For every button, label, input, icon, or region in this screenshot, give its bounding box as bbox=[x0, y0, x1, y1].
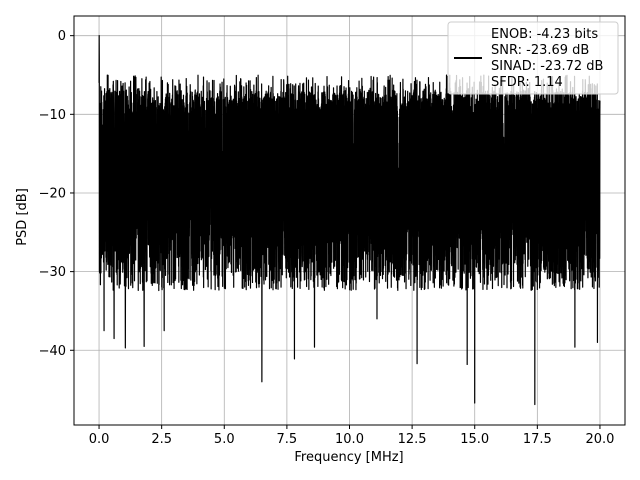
x-axis-label: Frequency [MHz] bbox=[294, 450, 403, 465]
y-tick-label: 0 bbox=[58, 29, 66, 44]
x-tick-label: 0.0 bbox=[89, 432, 110, 447]
y-axis-ticks: 0 −10 −20 −30 −40 bbox=[39, 29, 74, 359]
legend-box bbox=[447, 21, 619, 95]
legend-entry-enob: ENOB: -4.23 bits bbox=[491, 27, 598, 42]
x-tick-label: 7.5 bbox=[277, 432, 298, 447]
psd-line-path bbox=[98, 35, 601, 406]
y-axis-label: PSD [dB] bbox=[15, 188, 30, 246]
x-tick-label: 15.0 bbox=[460, 432, 489, 447]
x-tick-label: 2.5 bbox=[151, 432, 172, 447]
legend-entry-sfdr: SFDR: 1.14 bbox=[491, 75, 563, 90]
y-tick-label: −30 bbox=[39, 265, 66, 280]
x-tick-label: 12.5 bbox=[398, 432, 427, 447]
legend-entry-snr: SNR: -23.69 dB bbox=[491, 43, 589, 58]
y-tick-label: −10 bbox=[39, 108, 66, 123]
legend-entry-sinad: SINAD: -23.72 dB bbox=[491, 59, 603, 74]
x-tick-label: 20.0 bbox=[585, 432, 614, 447]
psd-series-line bbox=[98, 35, 601, 406]
y-tick-label: −20 bbox=[39, 186, 66, 201]
x-tick-label: 5.0 bbox=[214, 432, 235, 447]
y-tick-label: −40 bbox=[39, 344, 66, 359]
legend: ENOB: -4.23 bits SNR: -23.69 dB SINAD: -… bbox=[447, 21, 619, 95]
x-tick-label: 17.5 bbox=[523, 432, 552, 447]
x-tick-label: 10.0 bbox=[335, 432, 364, 447]
x-axis-ticks: 0.0 2.5 5.0 7.5 10.0 12.5 15.0 17.5 20.0 bbox=[89, 425, 614, 447]
